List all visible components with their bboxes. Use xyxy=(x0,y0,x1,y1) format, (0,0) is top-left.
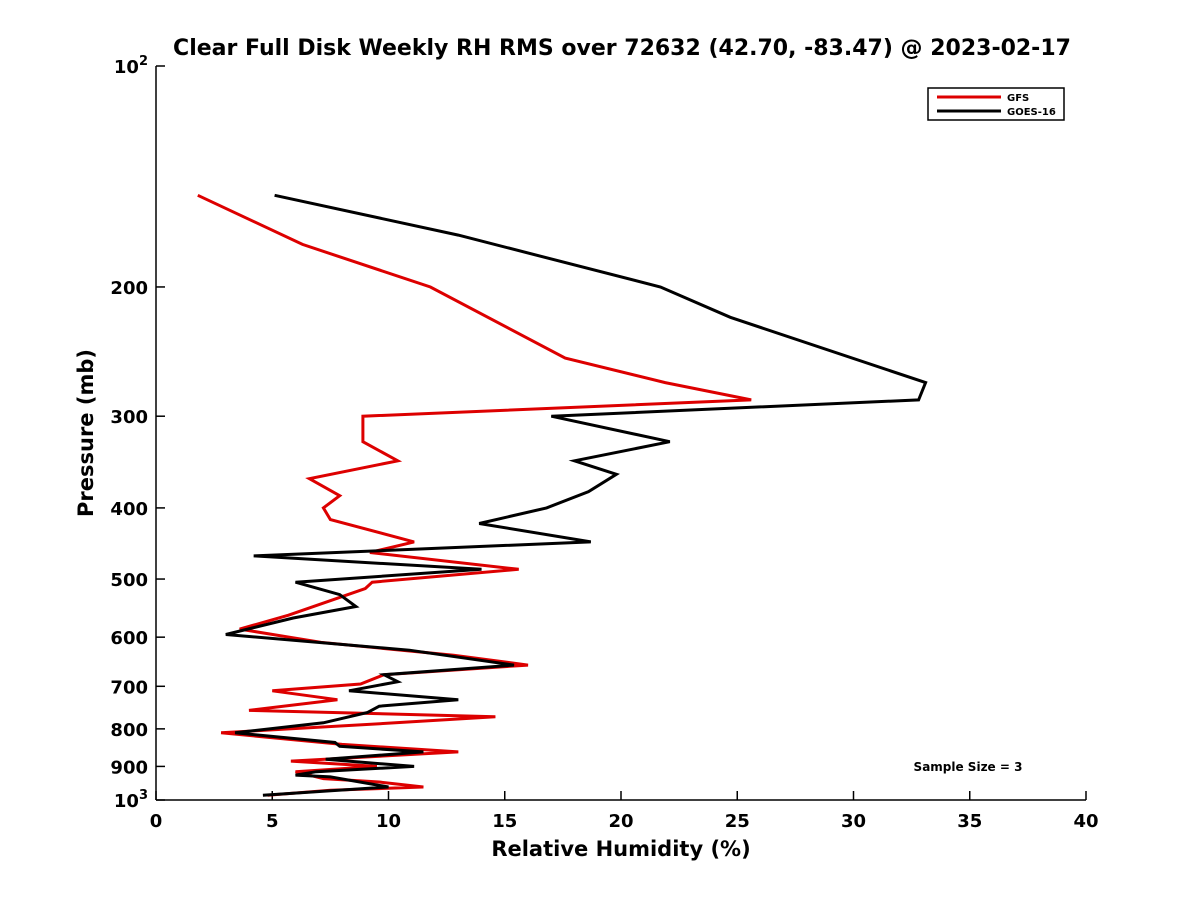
y-tick-label: 400 xyxy=(110,499,148,520)
y-tick-label: 103 xyxy=(114,788,148,812)
x-tick-label: 15 xyxy=(492,811,517,832)
legend: GFS GOES-16 xyxy=(927,87,1065,121)
legend-entry-goes16: GOES-16 xyxy=(1007,107,1056,118)
series-line-gfs xyxy=(197,193,752,797)
y-tick-label: 600 xyxy=(110,628,148,649)
x-tick-label: 20 xyxy=(608,811,633,832)
y-tick-label: 300 xyxy=(110,407,148,428)
y-tick-label: 800 xyxy=(110,720,148,741)
x-tick-label: 5 xyxy=(266,811,279,832)
x-tick-label: 25 xyxy=(725,811,750,832)
y-tick-label: 102 xyxy=(114,54,148,78)
y-tick-label-exponent: 2 xyxy=(139,54,148,69)
y-tick-label-exponent: 3 xyxy=(139,788,148,803)
sample-size-annotation: Sample Size = 3 xyxy=(914,760,1023,774)
x-tick-label: 35 xyxy=(957,811,982,832)
y-tick-label: 900 xyxy=(110,757,148,778)
chart-title: Clear Full Disk Weekly RH RMS over 72632… xyxy=(173,36,1071,61)
legend-entry-gfs: GFS xyxy=(1007,93,1029,104)
y-tick-label: 500 xyxy=(110,570,148,591)
y-tick-label: 700 xyxy=(110,677,148,698)
series-layer xyxy=(197,193,928,797)
x-axis-label: Relative Humidity (%) xyxy=(491,837,750,861)
y-tick-label-base: 10 xyxy=(114,57,139,78)
y-tick-label: 200 xyxy=(110,278,148,299)
y-tick-label-base: 10 xyxy=(114,791,139,812)
x-ticks: 0 5 10 15 20 25 30 35 40 xyxy=(150,791,1099,832)
x-tick-label: 40 xyxy=(1073,811,1098,832)
legend-box xyxy=(927,87,1065,121)
series-line-goes16 xyxy=(225,193,928,797)
x-tick-label: 0 xyxy=(150,811,163,832)
x-tick-label: 30 xyxy=(841,811,866,832)
y-axis-label: Pressure (mb) xyxy=(74,349,98,517)
x-tick-label: 10 xyxy=(376,811,401,832)
